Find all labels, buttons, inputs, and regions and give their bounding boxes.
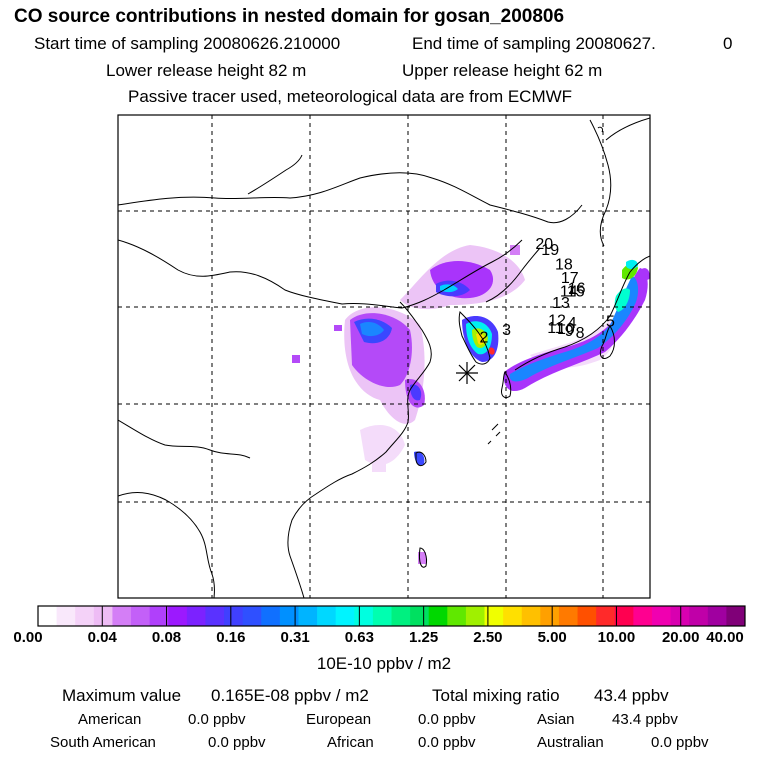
max-value: 0.165E-08 ppbv / m2 bbox=[211, 686, 369, 705]
colorbar-swatch bbox=[224, 606, 244, 626]
trajectory-label: 2 bbox=[480, 330, 489, 347]
colorbar-unit: 10E-10 ppbv / m2 bbox=[316, 654, 452, 673]
trajectory-label: 5 bbox=[606, 313, 615, 330]
colorbar-swatch bbox=[558, 606, 579, 626]
colorbar-tick-label: 0.08 bbox=[151, 629, 182, 646]
region-name-south-american: South American bbox=[50, 734, 156, 751]
plot-title: CO source contributions in nested domain… bbox=[14, 6, 565, 27]
colorbar-swatch bbox=[484, 606, 504, 626]
colorbar-swatch bbox=[186, 606, 206, 626]
colorbar-swatch bbox=[577, 606, 597, 626]
trajectory-label: 3 bbox=[502, 322, 511, 339]
colorbar-swatch bbox=[540, 606, 560, 626]
colorbar-swatch bbox=[391, 606, 411, 626]
upper-release-height: Upper release height 62 m bbox=[402, 61, 603, 80]
end-time-label: End time of sampling 20080627. bbox=[412, 34, 656, 53]
colorbar-swatch bbox=[521, 606, 541, 626]
colorbar-swatch bbox=[503, 606, 523, 626]
region-name-australian: Australian bbox=[537, 734, 604, 751]
trajectory-label: 4 bbox=[568, 315, 577, 332]
lower-release-height: Lower release height 82 m bbox=[106, 61, 307, 80]
start-time-label: Start time of sampling 20080626.210000 bbox=[34, 34, 341, 53]
colorbar-swatch bbox=[447, 606, 467, 626]
colorbar-swatch bbox=[56, 606, 76, 626]
coastlines bbox=[118, 117, 650, 598]
region-value-asian: 43.4 ppbv bbox=[612, 711, 678, 728]
trajectory-label: 10 bbox=[557, 321, 575, 338]
colorbar-tick-label: 10.00 bbox=[597, 629, 636, 646]
end-time-suffix: 0 bbox=[723, 34, 733, 53]
colorbar-tick-label: 0.63 bbox=[344, 629, 374, 646]
trajectory-label: 12 bbox=[548, 312, 566, 329]
colorbar-swatch bbox=[205, 606, 225, 626]
colorbar-swatch bbox=[372, 606, 392, 626]
colorbar-swatch bbox=[168, 606, 188, 626]
colorbar-swatch bbox=[335, 606, 355, 626]
colorbar-tick-label: 40.00 bbox=[706, 629, 744, 646]
colorbar-tick-label: 0.16 bbox=[216, 629, 246, 646]
trajectory-label: 17 bbox=[561, 270, 579, 287]
colorbar-swatch bbox=[38, 606, 58, 626]
trajectory-label: 13 bbox=[552, 295, 570, 312]
colorbar-swatch bbox=[465, 606, 486, 626]
trajectory-label: 20 bbox=[535, 236, 553, 253]
colorbar-swatch bbox=[261, 606, 281, 626]
trajectory-label: 14 bbox=[560, 283, 578, 300]
colorbar-swatch bbox=[726, 606, 746, 626]
colorbar bbox=[37, 605, 746, 627]
trajectory-label: 16 bbox=[568, 281, 586, 298]
colorbar-swatch bbox=[131, 606, 151, 626]
colorbar-swatch bbox=[614, 606, 634, 626]
colorbar-tick-label: 0.31 bbox=[280, 629, 310, 646]
trajectory-label: 18 bbox=[555, 256, 573, 273]
colorbar-swatch bbox=[317, 606, 337, 626]
colorbar-tick-label: 1.25 bbox=[409, 629, 439, 646]
colorbar-swatch bbox=[689, 606, 709, 626]
trajectory-label: 9 bbox=[565, 323, 574, 340]
colorbar-swatch bbox=[651, 606, 672, 626]
trajectory-label: 8 bbox=[576, 325, 585, 342]
region-value-south-american: 0.0 ppbv bbox=[208, 734, 266, 751]
colorbar-tick-label: 0.00 bbox=[13, 629, 43, 646]
tracer-note: Passive tracer used, meteorological data… bbox=[128, 87, 573, 106]
total-mixing-label: Total mixing ratio bbox=[432, 686, 560, 705]
colorbar-tick-label: 5.00 bbox=[537, 629, 567, 646]
colorbar-swatch bbox=[242, 606, 262, 626]
colorbar-swatch bbox=[298, 606, 318, 626]
region-name-asian: Asian bbox=[537, 711, 575, 728]
map-frame bbox=[117, 114, 651, 599]
colorbar-tick-label: 0.04 bbox=[87, 629, 117, 646]
colorbar-swatch bbox=[670, 606, 690, 626]
colorbar-swatch bbox=[149, 606, 169, 626]
region-value-african: 0.0 ppbv bbox=[418, 734, 476, 751]
region-name-american: American bbox=[78, 711, 142, 728]
trajectory-label: 15 bbox=[567, 283, 585, 300]
lat-lon-grid bbox=[118, 115, 650, 598]
colorbar-swatch bbox=[112, 606, 132, 626]
colorbar-swatch bbox=[428, 606, 448, 626]
colorbar-swatch bbox=[410, 606, 430, 626]
colorbar-swatch bbox=[93, 606, 113, 626]
colorbar-swatch bbox=[707, 606, 727, 626]
trajectory-label: 19 bbox=[541, 242, 559, 259]
region-value-european: 0.0 ppbv bbox=[418, 711, 476, 728]
receptor-asterisk-icon bbox=[456, 362, 478, 384]
colorbar-swatch bbox=[633, 606, 653, 626]
region-name-european: European bbox=[306, 711, 372, 728]
total-mixing-value: 43.4 ppbv bbox=[594, 686, 669, 705]
max-value-label: Maximum value bbox=[62, 686, 182, 705]
colorbar-swatch bbox=[279, 606, 299, 626]
trajectory-label: 11 bbox=[547, 320, 564, 337]
region-value-australian: 0.0 ppbv bbox=[651, 734, 709, 751]
region-name-african: African bbox=[327, 734, 374, 751]
colorbar-tick-label: 2.50 bbox=[473, 629, 503, 646]
region-value-american: 0.0 ppbv bbox=[188, 711, 246, 728]
colorbar-swatch bbox=[596, 606, 616, 626]
colorbar-swatch bbox=[354, 606, 374, 626]
colorbar-tick-label: 20.00 bbox=[661, 629, 700, 646]
colorbar-swatch bbox=[75, 606, 95, 626]
colorbar-border bbox=[37, 605, 746, 627]
